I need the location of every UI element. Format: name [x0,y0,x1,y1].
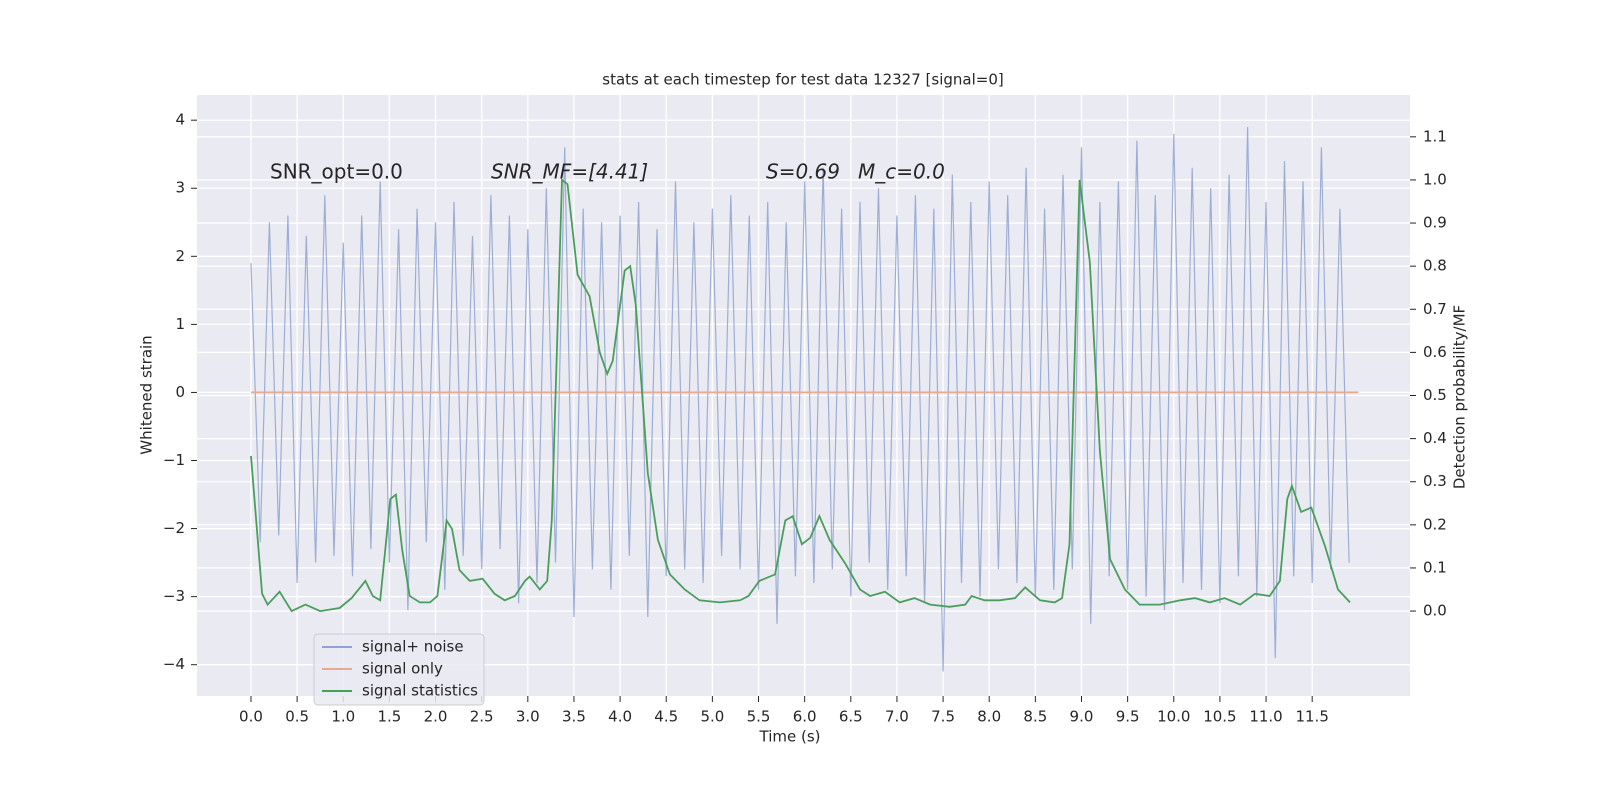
y-axis-label: Whitened strain [138,335,156,454]
y-tick-label: −4 [163,655,185,673]
x-tick-label: 0.5 [285,708,309,726]
y2-tick-label: 0.6 [1423,343,1447,361]
x-tick-label: 8.5 [1023,708,1047,726]
y2-axis-label: Detection probability/MF [1451,305,1469,489]
grid [197,95,1410,696]
marks [250,126,1359,672]
y2-tick-label: 0.1 [1423,558,1447,576]
x-tick-label: 10.5 [1203,708,1236,726]
x-tick-label: 1.0 [331,708,355,726]
x-tick-label: 5.0 [700,708,724,726]
x-tick-label: 4.0 [608,708,632,726]
x-tick-label: 0.0 [239,708,263,726]
x-tick-label: 5.5 [747,708,771,726]
y-tick-label: 4 [175,111,185,129]
y2-tick-label: 1.0 [1423,170,1447,188]
x-tick-label: 7.5 [931,708,955,726]
x-tick-label: 10.0 [1157,708,1190,726]
x-tick-label: 3.0 [516,708,540,726]
y-tick-label: 3 [175,179,185,197]
chart-title: stats at each timestep for test data 123… [602,71,1003,89]
legend-label: signal statistics [362,682,478,700]
y2-tick-label: 0.2 [1423,515,1447,533]
x-tick-label: 8.0 [977,708,1001,726]
y2-tick-label: 0.9 [1423,214,1447,232]
x-tick-label: 7.0 [885,708,909,726]
x-tick-label: 6.5 [839,708,863,726]
labels: 0.0 0.5 1.0 1.5 2.0 2.5 3.0 3.5 4.0 4.5 5.0 5.5 6.0 6… [163,111,1447,726]
y2-tick-label: 0.0 [1423,602,1447,620]
y-tick-label: 0 [175,383,185,401]
y-tick-label: 2 [175,247,185,265]
y-tick-label: 1 [175,315,185,333]
x-tick-label: 11.0 [1249,708,1282,726]
annotation: M_c=0.0 [858,160,945,184]
legend-label: signal+ noise [362,638,464,656]
legend: signal+ noise signal only signal statistic… [313,633,485,706]
x-tick-label: 1.5 [377,708,401,726]
annotation: SNR_opt=0.0 [270,160,403,184]
x-tick-label: 9.0 [1070,708,1094,726]
x-axis-label: Time (s) [759,728,821,746]
y2-tick-label: 0.3 [1423,472,1447,490]
x-tick-label: 9.5 [1116,708,1140,726]
y-tick-label: −1 [163,451,185,469]
x-tick-label: 11.5 [1295,708,1328,726]
y-tick-label: −3 [163,587,185,605]
y2-tick-label: 0.4 [1423,429,1447,447]
x-tick-label: 2.0 [424,708,448,726]
y-tick-label: −2 [163,519,185,537]
series-line [250,126,1350,672]
legend-box [313,633,485,706]
series-line [250,178,1351,613]
x-tick-label: 3.5 [562,708,586,726]
y2-tick-label: 0.5 [1423,386,1447,404]
x-tick-label: 4.5 [654,708,678,726]
x-tick-label: 2.5 [470,708,494,726]
annotation: S=0.69 [766,160,840,184]
annotation: SNR_MF=[4.41] [491,160,648,184]
y2-tick-label: 0.8 [1423,257,1447,275]
y2-tick-label: 1.1 [1423,127,1447,145]
y2-tick-label: 0.7 [1423,300,1447,318]
x-tick-label: 6.0 [793,708,817,726]
legend-label: signal only [362,660,443,678]
